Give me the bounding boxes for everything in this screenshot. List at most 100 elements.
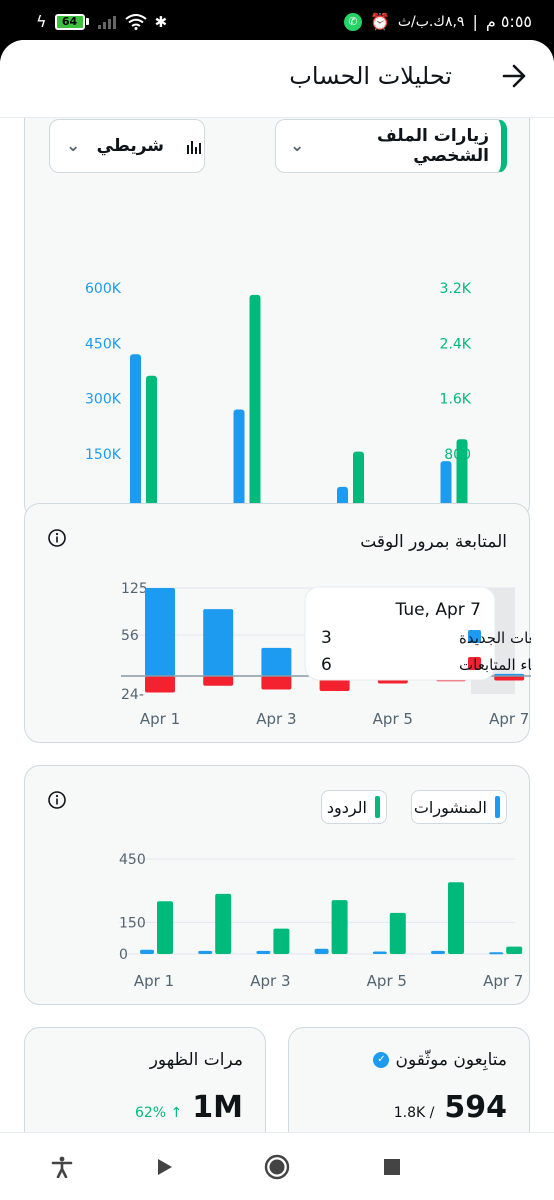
system-nav-bar xyxy=(0,1132,554,1200)
replies-legend-chip[interactable]: الردود xyxy=(321,790,387,824)
top-bar: تحليلات الحساب xyxy=(0,40,554,118)
profile-visits-bar-blue xyxy=(233,409,245,509)
whatsapp-icon: ✆ xyxy=(343,12,362,31)
right-axis-tick: 2.4K xyxy=(440,336,472,352)
home-button[interactable] xyxy=(257,1147,297,1187)
y-axis-tick: 150 xyxy=(119,915,146,931)
impressions-card[interactable]: مرات الظهور 62% ↑ 1M xyxy=(24,1027,266,1132)
posts-chip-label: المنشورات xyxy=(413,797,487,817)
verified-followers-label: متابِعون موثّقون xyxy=(395,1050,507,1070)
profile-visits-bar-blue xyxy=(130,354,141,509)
y-axis-tick: 56 xyxy=(121,628,139,644)
unfollows-bar xyxy=(494,676,525,681)
posts-legend-chip[interactable]: المنشورات xyxy=(411,790,507,824)
signal-icon xyxy=(97,15,116,29)
battery-icon: 64 xyxy=(54,13,89,30)
profile-visits-bar-green xyxy=(146,375,157,509)
posts-replies-card: المنشورات الردود 450 150 0 Apr 1 Apr 3 Apr 5 A… xyxy=(24,765,530,1005)
replies-bar xyxy=(157,901,173,954)
metric-dropdown-label: زيارات الملف الشخصي xyxy=(377,126,489,166)
verified-followers-card[interactable]: متابِعون موثّقون ✓ 1.8K / 594 xyxy=(288,1027,530,1132)
chevron-down-icon: ⌄ xyxy=(290,136,305,156)
x-axis-tick: Apr 3 xyxy=(250,972,290,990)
recents-button[interactable] xyxy=(372,1147,412,1187)
profile-visits-chart: 0150K300K450K600K08001.6K2.4K3.2KApr 1Ap… xyxy=(85,281,472,518)
y-axis-tick: 24- xyxy=(121,687,144,703)
play-icon xyxy=(158,1159,172,1175)
replies-bar xyxy=(215,893,232,954)
impressions-change: 62% ↑ xyxy=(134,1105,183,1121)
profile-visits-bar-blue xyxy=(440,461,452,509)
info-icon[interactable] xyxy=(47,528,67,548)
charging-icon: ϟ xyxy=(36,12,47,31)
y-axis-tick: 125 xyxy=(121,581,148,597)
tooltip-box xyxy=(304,586,496,681)
right-axis-tick: 1.6K xyxy=(440,392,472,408)
card-title: المتابعة بمرور الوقت xyxy=(360,532,507,552)
chart-type-dropdown[interactable]: شريطي ⌄ xyxy=(49,119,205,173)
new-follows-bar xyxy=(261,647,292,676)
x-axis-tick: Apr 1 xyxy=(134,972,174,990)
back-arrow-icon[interactable] xyxy=(500,62,528,90)
verified-badge-icon: ✓ xyxy=(373,1052,390,1068)
metric-dropdown[interactable]: زيارات الملف الشخصي ⌄ xyxy=(275,119,507,173)
follows-over-time-card: المتابعة بمرور الوقت 125 56 24- Apr 1 Apr 3 A… xyxy=(24,503,531,744)
left-axis-tick: 300K xyxy=(85,392,122,408)
battery-level: 64 xyxy=(54,13,85,30)
replies-bar xyxy=(506,946,523,954)
page-title: تحليلات الحساب xyxy=(289,62,452,90)
status-right: ٥:٥٥ م | ٨,٩ك.ب/ث ⏰ ✆ xyxy=(343,12,532,31)
bar-chart-icon xyxy=(187,141,201,154)
x-axis-tick: Apr 3 xyxy=(256,710,296,728)
unfollows-bar xyxy=(261,676,292,690)
status-left: ϟ 64 ✱ xyxy=(36,12,167,31)
y-axis-tick: 450 xyxy=(119,852,146,868)
verified-followers-title: متابِعون موثّقون ✓ xyxy=(373,1050,507,1070)
replies-color-swatch xyxy=(375,796,380,818)
impressions-row: 62% ↑ 1M xyxy=(135,1090,243,1125)
chevron-down-icon: ⌄ xyxy=(66,136,81,156)
profile-visits-card: زيارات الملف الشخصي ⌄ شريطي ⌄ 0150K300K4… xyxy=(24,118,530,520)
posts-bar xyxy=(256,950,271,954)
right-axis-tick: 3.2K xyxy=(440,281,472,297)
posts-bar xyxy=(314,948,329,954)
x-axis-tick: Apr 7 xyxy=(489,710,529,728)
posts-bar xyxy=(431,950,445,954)
posts-bar xyxy=(489,952,504,955)
new-follows-bar xyxy=(145,588,175,676)
new-follows-bar xyxy=(203,609,234,676)
replies-bar xyxy=(448,882,464,954)
posts-replies-chart: 450 150 0 Apr 1 Apr 3 Apr 5 Apr 7 xyxy=(119,852,523,990)
replies-bar xyxy=(389,912,406,954)
stop-square-icon xyxy=(384,1159,400,1175)
profile-visits-bar-green xyxy=(353,451,364,509)
accessibility-button[interactable] xyxy=(42,1147,82,1187)
left-axis-tick: 450K xyxy=(85,336,122,352)
alarm-icon: ⏰ xyxy=(369,12,390,31)
network-speed: ٨,٩ك.ب/ث xyxy=(397,13,465,30)
x-axis-tick: Apr 1 xyxy=(140,710,180,728)
analytics-scroll[interactable]: زيارات الملف الشخصي ⌄ شريطي ⌄ 0 150K 300K 4… xyxy=(0,118,554,1132)
play-button[interactable] xyxy=(144,1147,184,1187)
verified-followers-total: 1.8K / xyxy=(393,1105,435,1121)
impressions-value: 1M xyxy=(192,1090,243,1125)
posts-color-swatch xyxy=(495,796,500,818)
home-circle-icon xyxy=(264,1154,290,1180)
chart-type-label: شريطي xyxy=(96,136,164,156)
x-axis-tick: Apr 5 xyxy=(373,710,413,728)
info-icon[interactable] xyxy=(47,790,67,810)
wifi-icon xyxy=(124,13,147,30)
tooltip-row-label: إلغاء المتابعات xyxy=(459,656,531,674)
left-axis-tick: 600K xyxy=(85,281,122,297)
profile-visits-bar-green xyxy=(249,294,261,509)
replies-bar xyxy=(331,900,348,954)
posts-bar xyxy=(372,951,387,954)
x-axis-tick: Apr 7 xyxy=(483,972,523,990)
profile-visits-bar-green xyxy=(456,439,468,509)
impressions-title: مرات الظهور xyxy=(149,1050,243,1070)
replies-bar xyxy=(273,928,290,954)
unfollows-bar xyxy=(203,676,234,686)
tooltip-row-label: المتابعات الجديدة xyxy=(459,629,531,647)
tooltip-swatch xyxy=(468,630,481,643)
